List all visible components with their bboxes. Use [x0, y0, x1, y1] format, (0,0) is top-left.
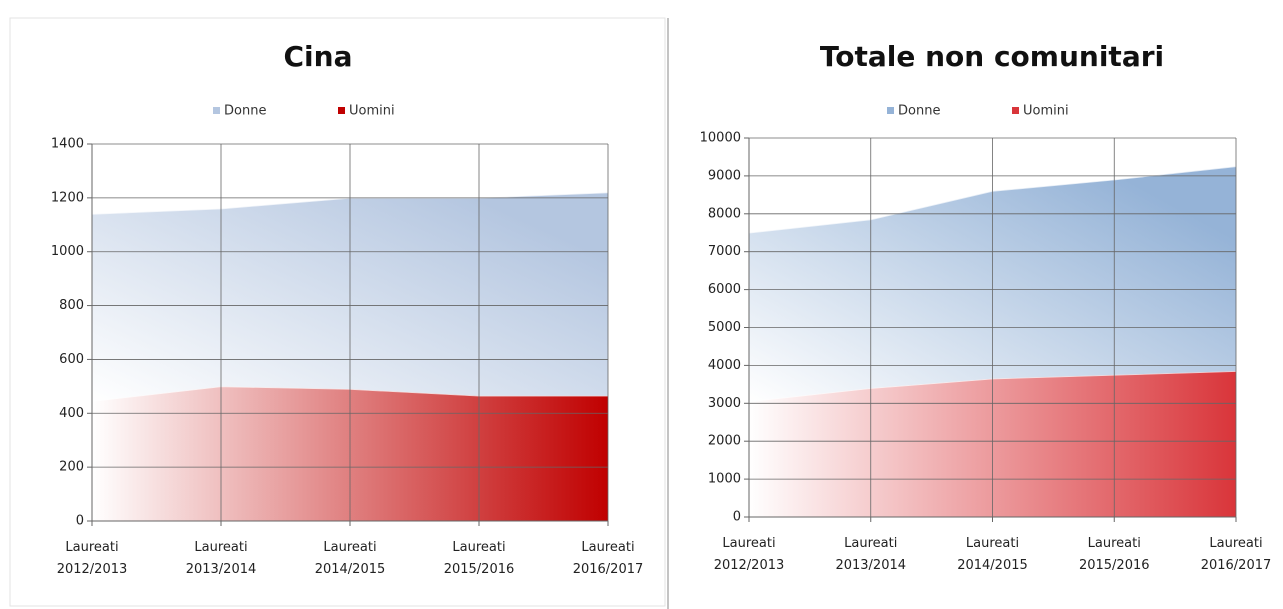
y-tick-label: 10000: [700, 131, 741, 146]
y-tick-label: 9000: [708, 168, 741, 183]
y-tick-label: 3000: [708, 396, 741, 411]
y-tick-label: 200: [59, 460, 84, 475]
y-tick-label: 0: [76, 514, 84, 529]
legend-swatch: [1012, 107, 1019, 114]
y-tick-label: 8000: [708, 206, 741, 221]
y-tick-label: 7000: [708, 244, 741, 259]
x-tick-label: Laureati 2015/2016: [1079, 536, 1150, 573]
x-tick-label: Laureati 2014/2015: [315, 540, 386, 577]
x-tick-label: Laureati 2013/2014: [186, 540, 257, 577]
x-tick-label: Laureati 2016/2017: [573, 540, 644, 577]
chart-title: Totale non comunitari: [820, 40, 1164, 73]
legend-swatch: [213, 107, 220, 114]
x-tick-label: Laureati 2012/2013: [57, 540, 128, 577]
legend-swatch: [887, 107, 894, 114]
y-tick-label: 1000: [51, 244, 84, 259]
y-tick-label: 1000: [708, 472, 741, 487]
legend-label: Donne: [898, 104, 940, 119]
legend-label: Uomini: [1023, 104, 1069, 119]
x-tick-label: Laureati 2014/2015: [957, 536, 1028, 573]
x-tick-label: Laureati 2016/2017: [1201, 536, 1272, 573]
y-tick-label: 0: [733, 510, 741, 525]
y-tick-label: 800: [59, 298, 84, 313]
chart-title: Cina: [284, 40, 353, 73]
y-tick-label: 1200: [51, 190, 84, 205]
y-tick-label: 4000: [708, 358, 741, 373]
x-tick-label: Laureati 2012/2013: [714, 536, 785, 573]
y-tick-label: 5000: [708, 320, 741, 335]
y-tick-label: 600: [59, 352, 84, 367]
y-tick-label: 2000: [708, 434, 741, 449]
legend-label: Donne: [224, 104, 266, 119]
x-tick-label: Laureati 2015/2016: [444, 540, 515, 577]
y-tick-label: 6000: [708, 282, 741, 297]
x-tick-label: Laureati 2013/2014: [835, 536, 906, 573]
y-tick-label: 1400: [51, 137, 84, 152]
y-tick-label: 400: [59, 406, 84, 421]
legend-label: Uomini: [349, 104, 395, 119]
legend-swatch: [338, 107, 345, 114]
